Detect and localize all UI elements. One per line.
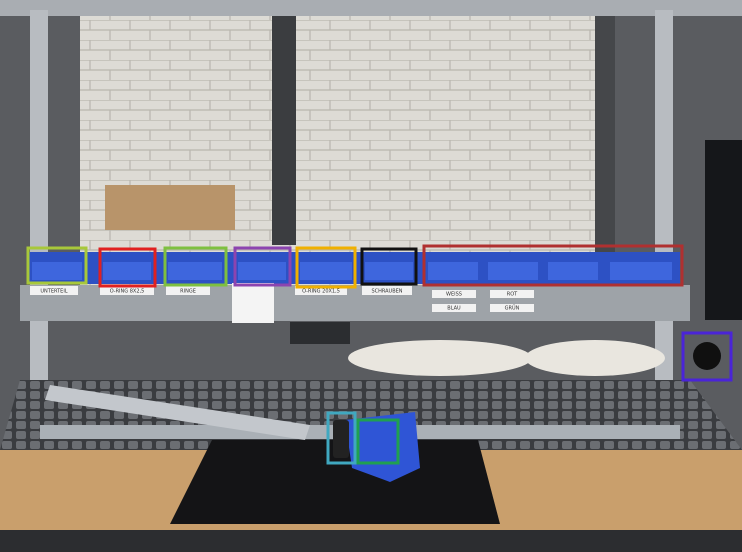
bin-label: SCHRAUBEN — [371, 289, 402, 295]
rod — [45, 385, 310, 440]
bin-label: ROT — [507, 292, 518, 298]
monitor — [705, 140, 742, 320]
bin-label: O-RING 8X2,5 — [110, 289, 145, 295]
roller-front — [0, 530, 742, 552]
frame-post — [30, 10, 48, 410]
bounding-boxes — [26, 244, 733, 465]
part — [333, 420, 349, 458]
labels — [30, 286, 534, 312]
bin-fronts — [32, 262, 672, 280]
qr-code — [232, 283, 274, 323]
bin-label: UNTERTEIL — [40, 289, 67, 295]
bin-label: GRÜN — [505, 305, 520, 312]
bin-label: RINGE — [180, 289, 196, 295]
round-table — [348, 340, 532, 376]
bin-label: WEISS — [446, 292, 462, 298]
speaker — [693, 342, 721, 370]
frame-top — [0, 0, 742, 16]
cardboard-boxes — [105, 185, 235, 230]
round-table — [525, 340, 665, 376]
pillar — [595, 15, 615, 295]
pillar — [272, 15, 296, 245]
bin-label: BLAU — [447, 306, 461, 312]
bin-label: O-RING 20X1,5 — [302, 289, 340, 295]
scanner — [290, 322, 350, 344]
